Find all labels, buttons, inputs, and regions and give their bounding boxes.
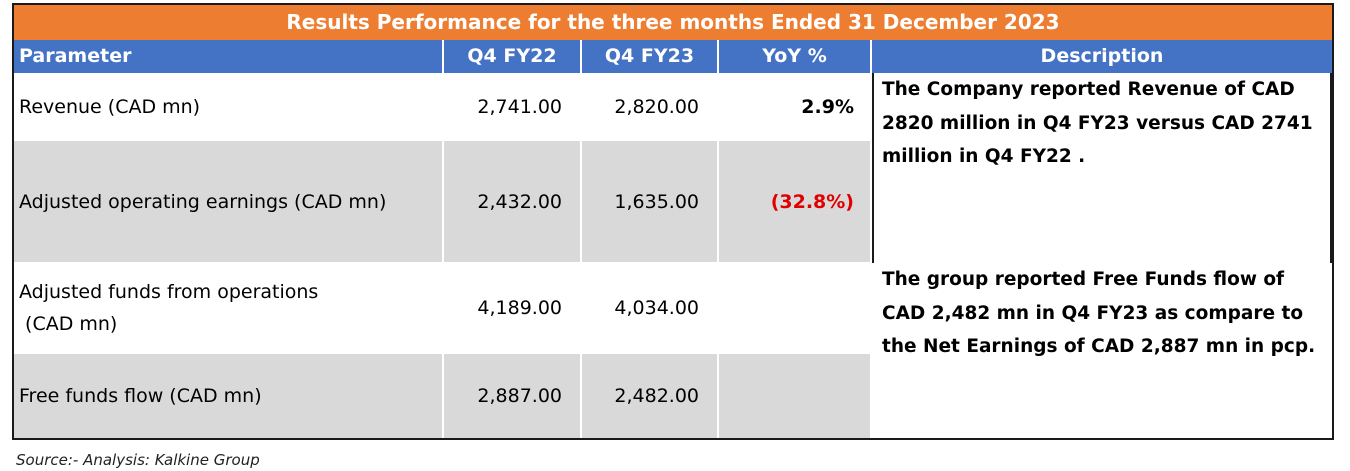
table-row-free-funds-parameter: Free funds flow (CAD mn) (14, 354, 442, 438)
description-divider-right (1330, 73, 1332, 263)
source-note: Source:- Analysis: Kalkine Group (16, 451, 260, 469)
table-row-adj-op-earnings-q4fy22: 2,432.00 (444, 141, 580, 262)
table-row-adj-funds-q4fy22: 4,189.00 (477, 297, 562, 319)
table-row-revenue-parameter: Revenue (CAD mn) (19, 96, 201, 118)
header-yoy: YoY % Change (719, 40, 870, 100)
table-row-revenue-yoy: 2.9% (801, 96, 854, 118)
description-free-funds-line: CAD 2,482 mn in Q4 FY23 as compare to (882, 302, 1304, 324)
table-row-adj-op-earnings-q4fy23: 1,635.00 (582, 141, 717, 262)
table-row-revenue-q4fy22: 2,741.00 (477, 96, 562, 118)
table-frame (12, 3, 1334, 440)
table-row-adj-funds-yoy (719, 264, 870, 352)
table-title: Results Performance for the three months… (14, 5, 1332, 40)
header-q4fy22: Q4 FY22 (444, 40, 580, 73)
description-revenue-line: The Company reported Revenue of CAD (882, 79, 1295, 100)
header-parameter: Parameter (14, 40, 442, 73)
header-description: Description (872, 40, 1332, 73)
header-q4fy23: Q4 FY23 (582, 40, 717, 73)
description-divider-left (872, 73, 874, 263)
table-row-adj-funds-parameter-line1: Adjusted funds from operations (19, 281, 319, 303)
table-row-adj-op-earnings-parameter: Adjusted operating earnings (CAD mn) (14, 141, 442, 262)
table-row-free-funds-yoy (719, 354, 870, 438)
table-row-adj-funds-parameter-line2: (CAD mn) (19, 313, 118, 335)
description-revenue: The Company reported Revenue of CAD 2820… (882, 73, 1322, 174)
table-row-free-funds-q4fy22: 2,887.00 (444, 354, 580, 438)
table-row-free-funds-q4fy23: 2,482.00 (582, 354, 717, 438)
table-row-adj-funds-parameter: Adjusted funds from operations (CAD mn) (14, 264, 442, 352)
description-free-funds: The group reported Free Funds flow of CA… (882, 263, 1322, 364)
description-free-funds-line: The group reported Free Funds flow of (882, 269, 1285, 290)
description-revenue-line: 2820 million in Q4 FY23 versus CAD 2741 (882, 112, 1313, 134)
table-row-adj-funds-q4fy23: 4,034.00 (614, 297, 699, 319)
description-free-funds-line: the Net Earnings of CAD 2,887 mn in pcp. (882, 336, 1316, 357)
table-row-revenue-q4fy23: 2,820.00 (614, 96, 699, 118)
description-revenue-line: million in Q4 FY22 . (882, 146, 1086, 167)
table-row-adj-op-earnings-yoy: (32.8%) (719, 141, 870, 262)
